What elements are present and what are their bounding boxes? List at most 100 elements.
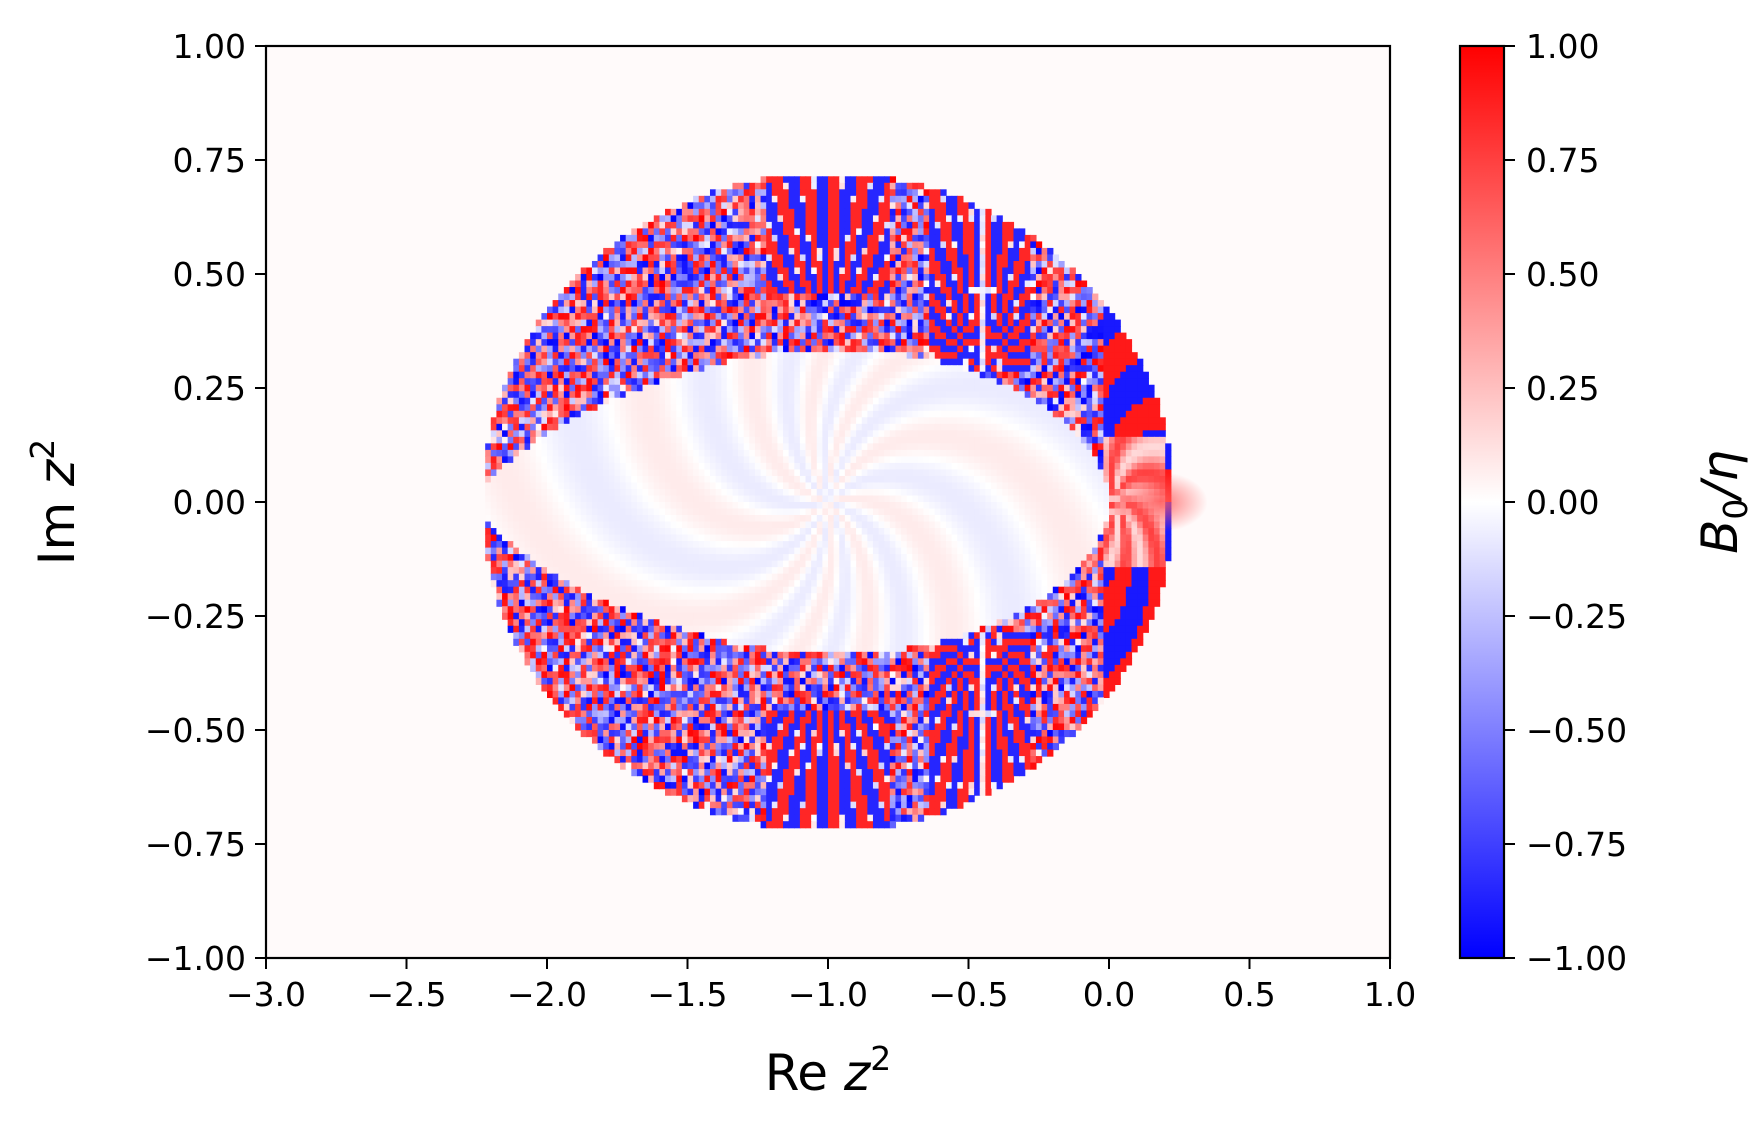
- heatmap-cell: [1019, 456, 1025, 463]
- heatmap-cell: [659, 261, 665, 268]
- heatmap-cell: [811, 424, 817, 431]
- heatmap-cell: [890, 228, 896, 235]
- heatmap-cell: [1064, 281, 1070, 288]
- heatmap-cell: [817, 339, 823, 346]
- heatmap-cell: [671, 391, 677, 398]
- heatmap-cell: [592, 372, 598, 379]
- heatmap-cell: [558, 320, 564, 327]
- heatmap-cell: [1070, 333, 1076, 340]
- heatmap-cell: [637, 443, 643, 450]
- heatmap-cell: [1025, 287, 1031, 294]
- heatmap-cell: [845, 248, 851, 255]
- heatmap-cell: [1058, 287, 1064, 294]
- heatmap-cell: [643, 241, 649, 248]
- heatmap-cell: [901, 326, 907, 333]
- heatmap-cell: [901, 313, 907, 320]
- heatmap-cell: [1092, 456, 1098, 463]
- heatmap-cell: [749, 313, 755, 320]
- heatmap-cell: [839, 437, 845, 444]
- heatmap-cell: [682, 294, 688, 301]
- heatmap-cell: [1058, 469, 1064, 476]
- heatmap-cell: [895, 469, 901, 476]
- heatmap-cell: [1053, 378, 1059, 385]
- heatmap-cell: [1154, 443, 1160, 450]
- heatmap-cell: [817, 489, 823, 496]
- heatmap-cell: [828, 391, 834, 398]
- heatmap-cell: [688, 241, 694, 248]
- heatmap-cell: [952, 482, 958, 489]
- heatmap-cell: [1087, 365, 1093, 372]
- heatmap-cell: [935, 352, 941, 359]
- heatmap-cell: [834, 307, 840, 314]
- heatmap-cell: [732, 300, 738, 307]
- heatmap-cell: [1109, 320, 1115, 327]
- heatmap-cell: [631, 463, 637, 470]
- heatmap-cell: [704, 378, 710, 385]
- heatmap-cell: [867, 346, 873, 353]
- heatmap-cell: [901, 443, 907, 450]
- heatmap-cell: [862, 228, 868, 235]
- heatmap-cell: [839, 495, 845, 502]
- heatmap-cell: [1042, 320, 1048, 327]
- heatmap-cell: [716, 333, 722, 340]
- heatmap-cell: [744, 202, 750, 209]
- heatmap-cell: [789, 391, 795, 398]
- heatmap-cell: [749, 300, 755, 307]
- heatmap-cell: [912, 281, 918, 288]
- heatmap-cell: [935, 307, 941, 314]
- heatmap-cell: [530, 495, 536, 502]
- heatmap-cell: [541, 476, 547, 483]
- heatmap-cell: [671, 235, 677, 242]
- heatmap-cell: [1019, 359, 1025, 366]
- heatmap-cell: [924, 261, 930, 268]
- heatmap-cell: [817, 294, 823, 301]
- heatmap-cell: [789, 281, 795, 288]
- heatmap-cell: [963, 502, 969, 509]
- heatmap-cell: [811, 241, 817, 248]
- heatmap-cell: [895, 307, 901, 314]
- heatmap-cell: [867, 411, 873, 418]
- heatmap-cell: [513, 495, 519, 502]
- heatmap-cell: [1036, 476, 1042, 483]
- heatmap-cell: [710, 287, 716, 294]
- heatmap-cell: [1002, 469, 1008, 476]
- heatmap-cell: [558, 313, 564, 320]
- heatmap-cell: [946, 261, 952, 268]
- heatmap-cell: [969, 398, 975, 405]
- heatmap-cell: [940, 502, 946, 509]
- heatmap-cell: [828, 378, 834, 385]
- heatmap-cell: [1019, 365, 1025, 372]
- heatmap-cell: [637, 359, 643, 366]
- heatmap-cell: [581, 287, 587, 294]
- heatmap-cell: [789, 443, 795, 450]
- heatmap-cell: [1025, 469, 1031, 476]
- heatmap-cell: [794, 196, 800, 203]
- heatmap-cell: [704, 274, 710, 281]
- heatmap-cell: [806, 450, 812, 457]
- heatmap-cell: [856, 378, 862, 385]
- heatmap-cell: [631, 300, 637, 307]
- heatmap-cell: [845, 417, 851, 424]
- heatmap-cell: [654, 404, 660, 411]
- heatmap-cell: [985, 437, 991, 444]
- heatmap-cell: [1064, 339, 1070, 346]
- heatmap-cell: [1075, 294, 1081, 301]
- heatmap-cell: [952, 365, 958, 372]
- heatmap-cell: [519, 404, 525, 411]
- heatmap-cell: [671, 352, 677, 359]
- heatmap-cell: [980, 294, 986, 301]
- heatmap-cell: [1013, 235, 1019, 242]
- heatmap-cell: [789, 476, 795, 483]
- heatmap-cell: [1126, 450, 1132, 457]
- heatmap-cell: [890, 274, 896, 281]
- heatmap-cell: [935, 222, 941, 229]
- heatmap-cell: [856, 183, 862, 190]
- heatmap-cell: [581, 489, 587, 496]
- heatmap-cell: [541, 313, 547, 320]
- heatmap-cell: [873, 222, 879, 229]
- heatmap-cell: [822, 307, 828, 314]
- heatmap-cell: [755, 333, 761, 340]
- heatmap-cell: [749, 326, 755, 333]
- heatmap-cell: [513, 411, 519, 418]
- heatmap-cell: [985, 300, 991, 307]
